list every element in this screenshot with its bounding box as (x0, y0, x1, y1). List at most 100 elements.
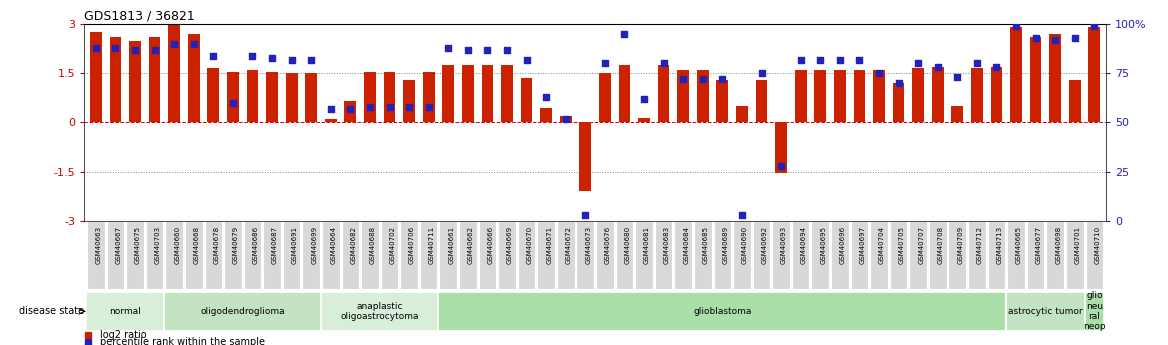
Point (537, 94, 556, 100)
Text: GSM40688: GSM40688 (370, 226, 376, 264)
FancyBboxPatch shape (1007, 292, 1085, 331)
FancyBboxPatch shape (968, 221, 986, 289)
Text: GSM40684: GSM40684 (683, 226, 689, 264)
Bar (776, 122, 787, 173)
FancyBboxPatch shape (479, 221, 496, 289)
Text: GDS1813 / 36821: GDS1813 / 36821 (84, 10, 195, 23)
Text: GSM40713: GSM40713 (996, 226, 1002, 264)
Text: glioblastoma: glioblastoma (693, 307, 751, 316)
Bar (912, 68, 924, 122)
Bar (246, 70, 258, 122)
Point (712, 77, 731, 82)
Text: anaplastic
oligoastrocytoma: anaplastic oligoastrocytoma (341, 302, 419, 321)
Text: GSM40705: GSM40705 (898, 226, 904, 264)
FancyBboxPatch shape (1085, 292, 1104, 331)
Point (811, 57, 829, 62)
FancyBboxPatch shape (792, 221, 809, 289)
Text: GSM40670: GSM40670 (527, 226, 533, 264)
Point (283, 57, 301, 62)
FancyBboxPatch shape (890, 221, 908, 289)
Text: GSM40679: GSM40679 (232, 226, 239, 264)
Bar (168, 24, 180, 122)
FancyBboxPatch shape (714, 221, 731, 289)
Point (498, 47, 516, 52)
Point (419, 104, 438, 109)
Bar (364, 72, 376, 122)
Point (596, 61, 614, 66)
Bar (1030, 37, 1042, 122)
Point (1085, 23, 1104, 29)
Text: GSM40695: GSM40695 (820, 226, 826, 264)
Text: GSM40680: GSM40680 (625, 226, 631, 264)
Text: GSM40690: GSM40690 (742, 226, 748, 264)
FancyBboxPatch shape (948, 221, 966, 289)
Point (556, 116, 575, 121)
Point (399, 104, 418, 109)
Bar (90, 32, 102, 122)
Text: GSM40708: GSM40708 (938, 226, 944, 264)
Text: GSM40712: GSM40712 (976, 226, 983, 264)
FancyBboxPatch shape (146, 221, 164, 289)
Bar (1069, 80, 1080, 122)
FancyBboxPatch shape (419, 221, 438, 289)
FancyBboxPatch shape (752, 221, 771, 289)
FancyBboxPatch shape (283, 221, 300, 289)
FancyBboxPatch shape (321, 292, 438, 331)
Text: GSM40701: GSM40701 (1075, 226, 1080, 264)
Point (1007, 23, 1026, 29)
Bar (794, 70, 807, 122)
Text: GSM40683: GSM40683 (663, 226, 669, 264)
Text: GSM40673: GSM40673 (585, 226, 591, 264)
FancyBboxPatch shape (694, 221, 711, 289)
Bar (463, 65, 474, 122)
FancyBboxPatch shape (166, 221, 183, 289)
Bar (990, 67, 1002, 122)
Bar (443, 65, 454, 122)
Bar (110, 37, 121, 122)
FancyBboxPatch shape (1066, 221, 1084, 289)
Bar (814, 70, 826, 122)
FancyBboxPatch shape (165, 292, 321, 331)
Text: GSM40661: GSM40661 (449, 226, 454, 264)
Text: GSM40706: GSM40706 (409, 226, 415, 264)
Bar (971, 68, 982, 122)
Bar (697, 70, 709, 122)
FancyBboxPatch shape (499, 221, 516, 289)
FancyBboxPatch shape (401, 221, 418, 289)
FancyBboxPatch shape (655, 221, 673, 289)
Point (459, 47, 478, 52)
Text: GSM40709: GSM40709 (958, 226, 964, 264)
Point (145, 47, 164, 52)
FancyBboxPatch shape (929, 221, 946, 289)
Bar (677, 70, 689, 122)
Text: GSM40699: GSM40699 (311, 226, 318, 264)
Point (889, 80, 908, 86)
FancyBboxPatch shape (517, 221, 535, 289)
FancyBboxPatch shape (381, 221, 398, 289)
Bar (325, 119, 336, 122)
FancyBboxPatch shape (1047, 221, 1064, 289)
Text: GSM40664: GSM40664 (331, 226, 336, 264)
Point (223, 100, 242, 106)
Point (850, 57, 869, 62)
Point (576, 212, 595, 218)
Point (987, 65, 1006, 70)
Text: GSM40696: GSM40696 (840, 226, 846, 264)
Bar (501, 65, 513, 122)
Bar (834, 70, 846, 122)
Text: GSM40676: GSM40676 (605, 226, 611, 264)
FancyBboxPatch shape (830, 221, 849, 289)
Bar (130, 40, 141, 122)
Bar (952, 106, 964, 122)
Bar (1049, 34, 1061, 122)
Text: oligodendroglioma: oligodendroglioma (201, 307, 285, 316)
Text: astrocytic tumor: astrocytic tumor (1008, 307, 1083, 316)
FancyBboxPatch shape (341, 221, 360, 289)
Bar (541, 108, 552, 122)
Point (1027, 35, 1045, 41)
FancyBboxPatch shape (322, 221, 340, 289)
FancyBboxPatch shape (635, 221, 653, 289)
FancyBboxPatch shape (185, 221, 202, 289)
Point (126, 47, 145, 52)
Bar (559, 116, 571, 122)
